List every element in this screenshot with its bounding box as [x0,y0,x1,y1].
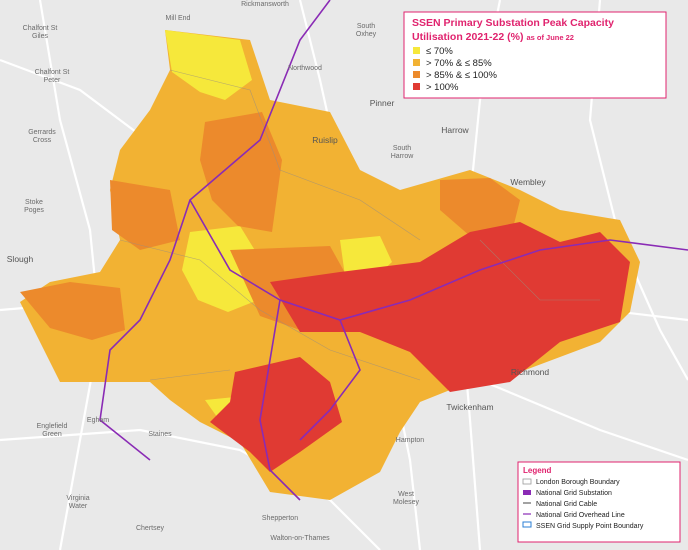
place-label: Ruislip [312,135,338,145]
legend-symbol [523,490,531,495]
legend-item: London Borough Boundary [536,479,620,486]
place-label: South Harrow [391,145,415,160]
legend-title: Utilisation 2021-22 (%) as of June 22 [412,31,574,43]
place-label: Hampton [396,437,425,444]
place-label: Rickmansworth [241,1,289,8]
place-label: Egham [87,417,109,424]
place-label: Harrow [441,125,469,135]
legend-note: as of June 22 [526,33,574,42]
borough-boundaries [119,69,600,381]
area-le-70 [165,30,252,100]
legend-swatch [413,47,420,54]
place-label: Stoke Poges [24,199,44,214]
legend-item: National Grid Overhead Line [536,512,625,519]
place-label: Twickenham [446,402,493,412]
legend-symbol [522,478,532,485]
national-grid-lines [99,0,688,501]
legend-swatch [413,59,420,66]
legend-label: > 100% [426,82,459,93]
legend-item: National Grid Cable [536,501,597,508]
legend-title: SSEN Primary Substation Peak Capacity [412,17,614,29]
area-85-100 [20,282,125,340]
place-label: Staines [148,431,172,438]
legend-swatch [413,71,420,78]
area-85-100 [200,112,282,232]
place-label: Slough [7,254,34,264]
place-label: Virginia Water [66,495,89,510]
area-gt-100 [270,222,630,392]
map-legend-box [517,461,681,543]
legend-item: SSEN Grid Supply Point Boundary [536,523,644,530]
legend-label: > 70% & ≤ 85% [426,58,492,69]
map-legend: Legend London Borough Boundary National … [517,461,681,543]
place-labels: Rickmansworth Mill End Chalfont St Giles … [7,1,550,542]
place-label: Northwood [288,65,322,72]
place-label: Chertsey [136,525,165,532]
capacity-legend-box [403,11,667,99]
place-label: Gerrards Cross [28,129,56,144]
map-legend-title: Legend [523,466,552,475]
legend-label: > 85% & ≤ 100% [426,70,498,81]
place-label: West Molesey [393,491,420,506]
place-label: Richmond [511,367,550,377]
area-gt-100 [210,357,342,472]
place-label: Mill End [166,15,191,22]
legend-swatch [413,83,420,90]
place-label: Chalfont St Giles [23,25,58,40]
legend-item: National Grid Substation [536,490,612,497]
area-85-100 [440,178,520,240]
place-label: Shepperton [262,515,298,522]
place-label: South Oxhey [356,23,377,38]
area-le-70 [182,226,262,312]
capacity-legend: SSEN Primary Substation Peak Capacity Ut… [403,11,667,99]
place-label: Chalfont St Peter [35,69,70,84]
utilisation-areas [20,30,640,500]
place-label: Wembley [510,177,546,187]
legend-label: ≤ 70% [426,46,453,57]
place-label: Englefield Green [37,423,68,438]
area-85-100 [110,180,180,250]
legend-symbol [522,521,532,528]
place-label: Pinner [370,98,395,108]
place-label: Walton-on-Thames [270,535,330,542]
